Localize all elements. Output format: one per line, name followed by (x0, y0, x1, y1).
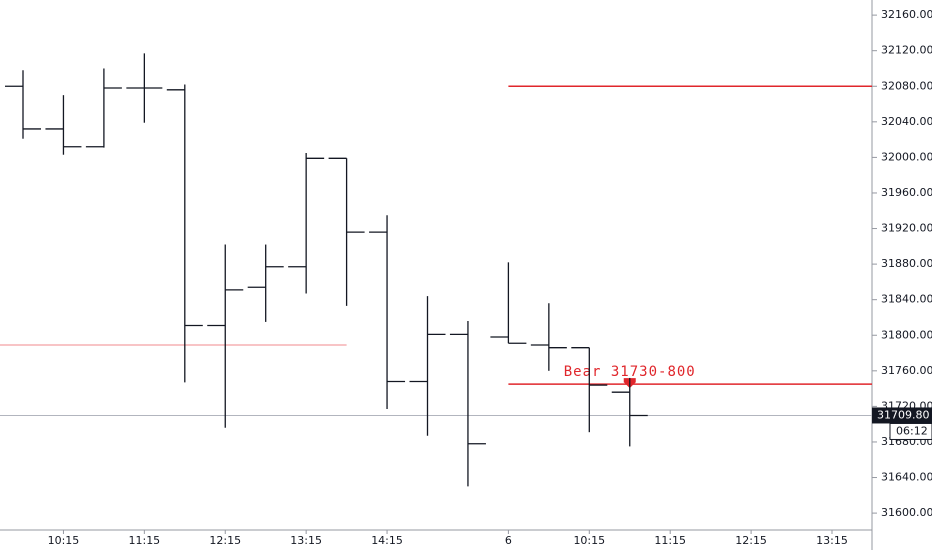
x-tick-label: 11:15 (654, 534, 686, 547)
level-annotation: Bear 31730-800 (564, 364, 696, 380)
y-tick-label: 32080.00 (881, 79, 932, 92)
x-tick-label: 14:15 (371, 534, 403, 547)
countdown-box (889, 422, 932, 440)
y-tick-label: 31600.00 (881, 506, 932, 519)
x-tick-label: 13:15 (290, 534, 322, 547)
y-tick-label: 31880.00 (881, 257, 932, 270)
countdown-label: 06:12 (896, 424, 928, 437)
y-tick-label: 32160.00 (881, 8, 932, 21)
y-tick-label: 31640.00 (881, 471, 932, 484)
y-tick-label: 32120.00 (881, 44, 932, 57)
x-tick-label: 6 (505, 534, 512, 547)
x-tick-label: 10:15 (573, 534, 605, 547)
x-tick-label: 11:15 (128, 534, 160, 547)
current-price-label: 31709.80 (877, 408, 930, 421)
y-tick-label: 31840.00 (881, 293, 932, 306)
x-tick-label: 10:15 (48, 534, 80, 547)
x-tick-label: 12:15 (735, 534, 767, 547)
y-tick-label: 31800.00 (881, 328, 932, 341)
y-tick-label: 31760.00 (881, 364, 932, 377)
y-tick-label: 31960.00 (881, 186, 932, 199)
price-label-box (872, 407, 932, 424)
y-tick-label: 32000.00 (881, 150, 932, 163)
x-tick-label: 12:15 (209, 534, 241, 547)
x-tick-label: 13:15 (816, 534, 848, 547)
y-tick-label: 32040.00 (881, 115, 932, 128)
y-tick-label: 31920.00 (881, 222, 932, 235)
